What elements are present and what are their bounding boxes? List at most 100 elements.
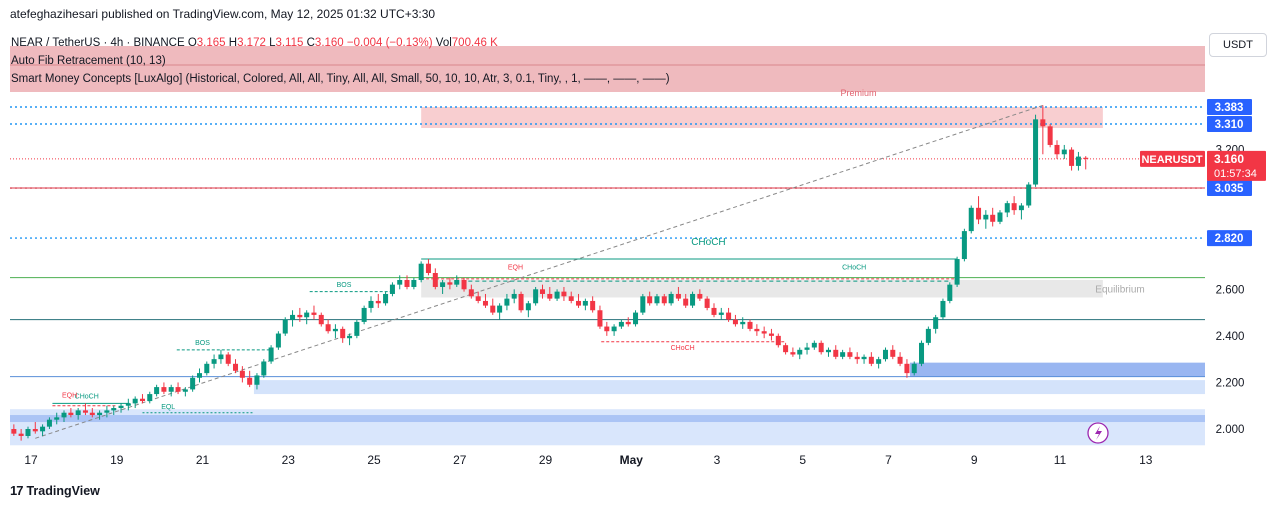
- structure-label: BOS: [337, 282, 352, 289]
- y-tick-label: 2.200: [1216, 377, 1245, 389]
- candle: [340, 326, 346, 343]
- candle: [868, 352, 874, 367]
- ohlc-close: C3.160: [306, 37, 344, 49]
- lightning-icon: [1087, 422, 1109, 444]
- candle-body: [661, 296, 667, 304]
- candle-body: [1004, 203, 1010, 213]
- candle-body: [1047, 126, 1053, 145]
- candle: [111, 405, 117, 416]
- candle-body: [389, 284, 395, 294]
- x-tick-label: 9: [971, 453, 978, 467]
- candle: [225, 352, 231, 367]
- candle: [840, 349, 846, 360]
- candle-body: [182, 389, 188, 392]
- candle: [618, 319, 624, 329]
- premium-band: [10, 46, 1205, 92]
- candle: [525, 300, 531, 318]
- candle-body: [475, 296, 481, 301]
- candle-body: [89, 412, 95, 416]
- candle: [711, 303, 717, 318]
- candle-body: [68, 412, 74, 416]
- tradingview-logo-icon: 17: [10, 483, 24, 498]
- candle: [740, 317, 746, 329]
- fib-price-tag: 3.310: [1207, 115, 1252, 132]
- candle: [233, 359, 239, 374]
- structure-label: CHoCH: [75, 394, 99, 401]
- candle-body: [196, 373, 203, 378]
- candle-body: [340, 328, 346, 339]
- candle: [404, 275, 410, 290]
- candle-body: [154, 387, 160, 395]
- currency-button[interactable]: USDT: [1209, 33, 1267, 57]
- candle: [383, 291, 389, 306]
- candle: [547, 286, 553, 301]
- candle: [447, 277, 453, 290]
- candle: [990, 207, 996, 227]
- candle: [754, 324, 760, 336]
- candle: [332, 324, 338, 339]
- candle-body: [490, 305, 496, 313]
- candle-body: [332, 328, 338, 332]
- candle: [561, 286, 567, 301]
- symbol-title[interactable]: NEAR / TetherUS · 4h · BINANCE: [11, 37, 185, 49]
- candle-body: [968, 207, 974, 232]
- indicator-fib[interactable]: Auto Fib Retracement (10, 13): [11, 55, 166, 67]
- tradingview-logo[interactable]: 17 TradingView: [10, 483, 100, 498]
- candle-body: [668, 293, 674, 304]
- candle: [933, 314, 939, 334]
- candle-body: [125, 403, 131, 406]
- order-block-low: [10, 415, 1205, 423]
- candle-body: [976, 207, 982, 220]
- candle: [154, 384, 160, 397]
- candle-body: [139, 398, 145, 402]
- candle: [919, 340, 925, 367]
- plot-area: PremiumEquilibriumCHoCHEQHEQLBOSBOSEQHCH…: [10, 46, 1205, 446]
- ohlc-change: −0.004 (−0.13%): [346, 37, 433, 49]
- candle-body: [1083, 157, 1089, 159]
- candle-body: [447, 282, 453, 285]
- candle: [825, 347, 831, 357]
- candle: [354, 319, 360, 339]
- candle-body: [518, 293, 524, 311]
- candle-body: [304, 312, 310, 318]
- candle: [675, 286, 681, 301]
- candle-body: [168, 387, 174, 392]
- candle-body: [726, 312, 732, 320]
- candle: [718, 307, 724, 320]
- candle-body: [919, 342, 925, 364]
- candle-body: [647, 296, 653, 304]
- candle-body: [225, 354, 231, 364]
- last-price-bg: [1207, 150, 1266, 181]
- candle-body: [290, 314, 296, 320]
- candle-body: [861, 356, 867, 360]
- candle: [347, 333, 353, 346]
- candle-body: [533, 289, 539, 304]
- candle-body: [454, 279, 460, 285]
- candle-body: [46, 419, 52, 427]
- candle-body: [954, 259, 960, 285]
- candle-body: [211, 359, 217, 364]
- candle: [18, 429, 24, 441]
- candle-body: [611, 326, 617, 332]
- x-tick-label: 17: [24, 453, 38, 467]
- candle: [311, 305, 317, 320]
- candle: [247, 370, 253, 388]
- candle: [61, 410, 67, 423]
- candle-body: [218, 354, 224, 360]
- candle: [833, 345, 839, 360]
- candle: [797, 347, 803, 360]
- candle-body: [1011, 203, 1017, 211]
- x-tick-label: 19: [110, 453, 124, 467]
- candle-body: [933, 317, 939, 329]
- candle: [297, 307, 303, 322]
- indicator-smc[interactable]: Smart Money Concepts [LuxAlgo] (Historic…: [11, 73, 670, 85]
- candle: [661, 293, 667, 306]
- candle-body: [761, 331, 767, 334]
- candle: [1069, 147, 1075, 171]
- candle-body: [525, 303, 531, 311]
- fib-price-tag: 3.383: [1207, 99, 1252, 115]
- candle: [983, 210, 989, 229]
- candle: [1018, 203, 1024, 220]
- candle: [54, 412, 60, 425]
